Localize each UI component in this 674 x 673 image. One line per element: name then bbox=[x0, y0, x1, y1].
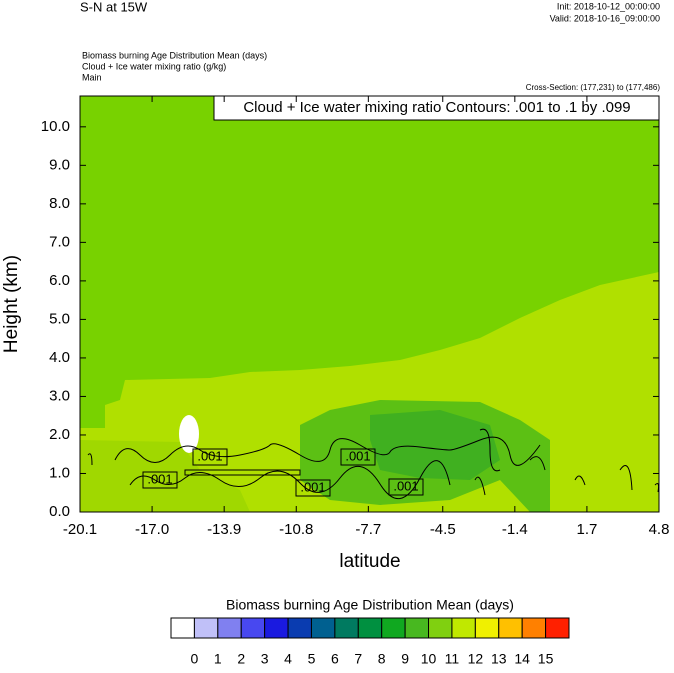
contour-label-box bbox=[142, 471, 178, 489]
title: S-N at 15W bbox=[80, 0, 148, 14]
colorbar-label: 12 bbox=[468, 651, 484, 667]
field-region bbox=[370, 410, 500, 480]
contour-line bbox=[129, 460, 451, 500]
colorbar-box bbox=[264, 617, 289, 639]
colorbar-label: 5 bbox=[308, 651, 316, 667]
y-axis-label: Height (km) bbox=[1, 255, 22, 353]
colorbar-label: 3 bbox=[261, 651, 269, 667]
colorbar-label: 15 bbox=[538, 651, 554, 667]
x-tick-label: -20.1 bbox=[63, 521, 97, 538]
x-tick-label: -1.4 bbox=[502, 521, 528, 538]
colorbar-label: 0 bbox=[191, 651, 199, 667]
colorbar-box bbox=[217, 617, 242, 639]
y-tick-label: 1.0 bbox=[49, 464, 70, 481]
colorbar-box bbox=[310, 617, 336, 639]
x-tick-label: -10.8 bbox=[279, 521, 313, 538]
colorbar-label: 6 bbox=[331, 651, 339, 667]
contour-label: .001 bbox=[345, 448, 370, 463]
x-tick-label: -7.7 bbox=[355, 521, 381, 538]
colorbar-label: 1 bbox=[214, 651, 222, 667]
colorbar-label: 13 bbox=[491, 651, 507, 667]
valid-time: Valid: 2018-10-16_09:00:00 bbox=[550, 13, 660, 23]
field-region bbox=[179, 415, 199, 453]
colorbar-label: 9 bbox=[401, 651, 409, 667]
contour-label: .001 bbox=[147, 471, 172, 486]
field bbox=[80, 96, 659, 512]
colorbar-box bbox=[428, 617, 453, 639]
y-tick-label: 7.0 bbox=[49, 233, 70, 250]
contour-label-box bbox=[192, 448, 228, 466]
y-tick-label: 4.0 bbox=[49, 349, 70, 366]
field-region bbox=[80, 96, 659, 428]
field-name: Main bbox=[82, 72, 102, 82]
contour-line bbox=[184, 469, 301, 476]
y-tick-label: 0.0 bbox=[49, 503, 70, 520]
colorbar-box bbox=[240, 617, 266, 639]
colorbar-box bbox=[334, 617, 359, 639]
colorbar-box bbox=[381, 617, 406, 639]
contour-note-box bbox=[213, 95, 660, 121]
y-tick-label: 6.0 bbox=[49, 272, 70, 289]
contour-label-box bbox=[388, 478, 424, 496]
colorbar-box bbox=[287, 617, 312, 639]
x-tick-label: -4.5 bbox=[430, 521, 456, 538]
x-tick-label: -13.9 bbox=[207, 521, 241, 538]
colorbar-box bbox=[193, 617, 219, 639]
x-tick-label: -17.0 bbox=[135, 521, 169, 538]
x-tick-label: 4.8 bbox=[649, 521, 670, 538]
contour-label: .001 bbox=[393, 478, 418, 493]
colorbar-box bbox=[170, 617, 195, 639]
colorbar-box bbox=[404, 617, 430, 639]
contour-label-box bbox=[295, 479, 331, 497]
colorbar-label: 14 bbox=[514, 651, 530, 667]
field-name: Cloud + Ice water mixing ratio (g/kg) bbox=[82, 61, 226, 71]
contour-line bbox=[87, 428, 660, 496]
contour-label: .001 bbox=[300, 479, 325, 494]
y-tick-label: 2.0 bbox=[49, 426, 70, 443]
init-time: Init: 2018-10-12_00:00:00 bbox=[557, 1, 660, 11]
colorbar-box bbox=[498, 617, 523, 639]
contour-note: Cloud + Ice water mixing ratio Contours:… bbox=[243, 99, 630, 116]
colorbar-label: 10 bbox=[421, 651, 437, 667]
contour-line bbox=[114, 436, 541, 466]
colorbar-title: Biomass burning Age Distribution Mean (d… bbox=[226, 597, 514, 613]
x-tick-label: 1.7 bbox=[576, 521, 597, 538]
field-region bbox=[80, 440, 250, 512]
y-tick-label: 8.0 bbox=[49, 195, 70, 212]
colorbar-box bbox=[521, 617, 547, 639]
colorbar-label: 4 bbox=[284, 651, 292, 667]
field-name: Biomass burning Age Distribution Mean (d… bbox=[82, 50, 267, 60]
y-tick-label: 10.0 bbox=[41, 118, 70, 135]
y-tick-label: 3.0 bbox=[49, 387, 70, 404]
colorbar-label: 11 bbox=[445, 651, 460, 667]
colorbar-box bbox=[357, 617, 383, 639]
colorbar-label: 2 bbox=[237, 651, 245, 667]
cross-section: Cross-Section: (177,231) to (177,486) bbox=[526, 83, 661, 92]
contour-label: .001 bbox=[197, 448, 222, 463]
colorbar-box bbox=[474, 617, 500, 639]
colorbar-box bbox=[451, 617, 476, 639]
contours bbox=[87, 428, 660, 500]
x-axis-label: latitude bbox=[339, 551, 400, 572]
y-tick-label: 5.0 bbox=[49, 310, 70, 327]
colorbar-label: 7 bbox=[354, 651, 362, 667]
contour-label-box bbox=[340, 448, 376, 466]
colorbar-box bbox=[545, 617, 570, 639]
colorbar-label: 8 bbox=[378, 651, 386, 667]
y-tick-label: 9.0 bbox=[49, 156, 70, 173]
